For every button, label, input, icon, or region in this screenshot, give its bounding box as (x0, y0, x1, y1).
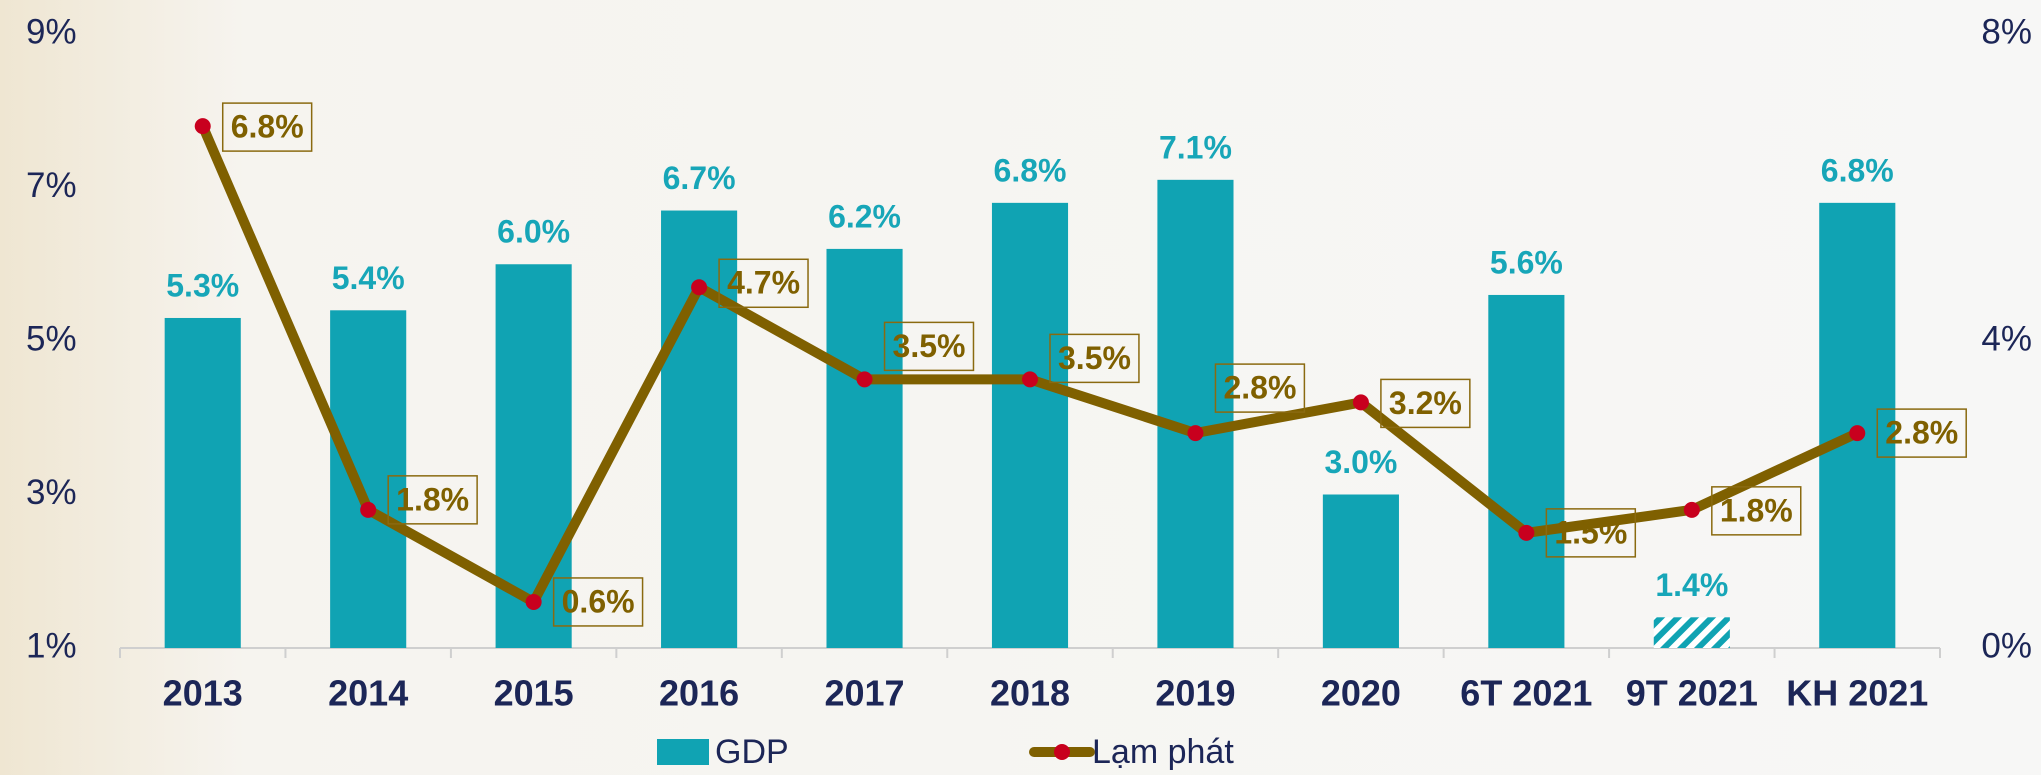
bar (1488, 294, 1565, 648)
line-marker (525, 593, 542, 610)
bar-value-label: 6.0% (497, 214, 570, 250)
bar-value-label: 1.4% (1655, 567, 1728, 603)
line-value-label-text: 6.8% (231, 109, 304, 145)
line-value-label: 3.2% (1380, 378, 1471, 429)
line-marker (1187, 425, 1204, 442)
line-marker (1849, 425, 1866, 442)
line-value-label: 1.8% (1711, 486, 1802, 536)
legend-label: Lạm phát (1092, 733, 1234, 771)
line-marker (856, 371, 873, 388)
line-value-label: 4.7% (718, 258, 809, 309)
y-tick-label: 3% (26, 473, 77, 512)
line-marker (360, 501, 377, 518)
bar (661, 210, 738, 648)
label-box (883, 321, 975, 372)
bar (1322, 494, 1399, 648)
x-tick-label: 2014 (328, 673, 408, 714)
label-box (1545, 508, 1637, 558)
x-tick-label: 2013 (163, 673, 243, 714)
line-marker (1683, 501, 1700, 518)
label-box (221, 102, 313, 152)
line-marker (1022, 371, 1038, 388)
y2-tick-label: 4% (1981, 319, 2032, 358)
legend-label: GDP (715, 733, 789, 771)
label-box (1214, 363, 1306, 413)
label-box (1711, 486, 1802, 536)
line-value-label-text: 3.5% (1058, 340, 1131, 376)
line-value-label-text: 1.8% (1720, 492, 1793, 528)
line-value-label: 0.6% (552, 577, 644, 627)
line-value-label: 6.8% (221, 102, 313, 152)
y-tick-label: 1% (26, 626, 77, 665)
legend-marker (1054, 744, 1070, 760)
line-marker (1352, 394, 1369, 411)
y-tick-label: 5% (26, 319, 77, 358)
y-tick-label: 9% (26, 12, 77, 51)
label-box (1876, 408, 1967, 458)
line-value-label-text: 1.5% (1554, 514, 1627, 550)
line-value-label: 1.5% (1545, 508, 1637, 558)
line-value-label: 3.5% (1049, 333, 1140, 384)
line-value-label: 2.8% (1876, 408, 1967, 458)
line-marker (1518, 524, 1535, 541)
bar-value-label: 6.2% (828, 198, 901, 234)
line-value-label: 3.5% (883, 321, 975, 372)
x-tick-label: 9T 2021 (1626, 673, 1758, 714)
line-value-label-text: 0.6% (562, 583, 635, 619)
label-box (718, 258, 809, 309)
line-value-label-text: 2.8% (1223, 370, 1296, 406)
bar-value-label: 6.8% (1821, 152, 1894, 188)
bar (330, 310, 407, 648)
y2-tick-label: 8% (1981, 12, 2032, 51)
line-value-label-text: 1.8% (396, 481, 469, 517)
legend-swatch (657, 739, 709, 765)
label-box (1380, 378, 1471, 429)
bar-value-label: 6.8% (994, 152, 1067, 188)
label-box (387, 475, 478, 525)
line-value-label: 1.8% (387, 475, 478, 525)
bar (991, 202, 1069, 648)
bar-value-label: 5.6% (1490, 244, 1563, 280)
label-box (552, 577, 644, 627)
bar-value-label: 7.1% (1159, 129, 1232, 165)
y2-tick-label: 0% (1981, 626, 2032, 665)
x-tick-label: 2015 (494, 673, 574, 714)
x-tick-label: 2019 (1155, 673, 1235, 714)
line-value-label-text: 2.8% (1885, 415, 1958, 451)
bar (826, 248, 903, 648)
line-value-label: 2.8% (1214, 363, 1306, 413)
label-box (1049, 333, 1140, 384)
x-tick-label: 2017 (824, 673, 904, 714)
line-value-label-text: 3.5% (893, 328, 966, 364)
x-tick-label: 2016 (659, 673, 739, 714)
x-tick-label: KH 2021 (1786, 673, 1928, 714)
bar-value-label: 3.0% (1324, 444, 1397, 480)
line-value-label-text: 3.2% (1389, 385, 1462, 421)
y-tick-label: 7% (26, 166, 77, 205)
bar (164, 317, 241, 648)
line-value-label-text: 4.7% (727, 265, 800, 301)
bar-value-label: 5.3% (166, 267, 239, 303)
bar (1157, 179, 1234, 648)
bar (1653, 617, 1730, 648)
x-tick-label: 6T 2021 (1460, 673, 1592, 714)
bar-value-label: 6.7% (663, 160, 736, 196)
x-tick-label: 2020 (1321, 673, 1401, 714)
line-marker (194, 118, 211, 135)
line-marker (691, 279, 708, 296)
x-tick-label: 2018 (990, 673, 1070, 714)
bar-value-label: 5.4% (332, 260, 405, 296)
